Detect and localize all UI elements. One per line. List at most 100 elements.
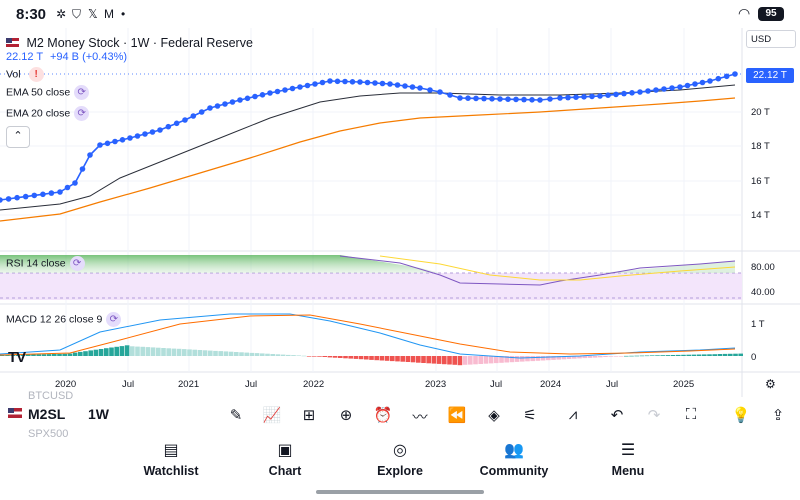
- price-point: [565, 94, 571, 101]
- price-point: [22, 193, 29, 200]
- macd-histogram-bar: [483, 356, 489, 364]
- macd-histogram-bar: [546, 356, 551, 361]
- price-point: [207, 105, 213, 111]
- macd-histogram-bar: [322, 356, 327, 357]
- macd-histogram-bar: [696, 354, 702, 356]
- price-point: [447, 92, 453, 98]
- alert-icon[interactable]: ⏰: [373, 407, 393, 424]
- rsi-tick-label: 40.00: [751, 287, 775, 298]
- interval-button[interactable]: 1W: [88, 406, 109, 422]
- price-point: [5, 196, 12, 202]
- price-point: [481, 95, 487, 102]
- nav-community[interactable]: 👥 Community: [464, 440, 564, 478]
- chart-area[interactable]: [0, 28, 800, 397]
- rsi-indicator[interactable]: RSI 14 close ⟳: [6, 256, 85, 271]
- macd-histogram-bar: [384, 356, 390, 361]
- refresh-icon[interactable]: ⟳: [74, 106, 90, 121]
- x-tick-label: Jul: [490, 379, 503, 390]
- collapse-legend-button[interactable]: ⌃: [6, 126, 30, 148]
- y-tick-label: 18 T: [751, 141, 770, 152]
- price-point: [259, 92, 266, 98]
- macd-histogram-bar: [332, 356, 338, 358]
- layers-icon[interactable]: ◈: [488, 407, 500, 424]
- price-point: [342, 78, 348, 85]
- macd-histogram-bar: [343, 356, 348, 359]
- drawings-icon[interactable]: ⩘: [568, 406, 578, 423]
- price-point: [198, 109, 205, 115]
- price-point: [521, 96, 527, 103]
- macd-histogram-bar: [405, 356, 411, 362]
- price-point: [182, 117, 188, 123]
- currency-select[interactable]: USD: [746, 30, 796, 48]
- macd-histogram-bar: [722, 353, 728, 356]
- redo-icon[interactable]: ↷: [647, 407, 661, 424]
- refresh-icon[interactable]: ⟳: [74, 85, 90, 100]
- tradingview-logo-icon: TV: [8, 349, 26, 366]
- nav-explore[interactable]: ◎ Explore: [350, 440, 450, 478]
- macd-histogram-bar: [478, 356, 483, 364]
- status-bar: 8:30 ✲ ⛉ 𝕏 M • ◠ 95: [0, 0, 800, 28]
- nav-chart[interactable]: ▣ Chart: [235, 440, 335, 478]
- bulb-icon[interactable]: 💡: [731, 407, 751, 424]
- settings-icon[interactable]: ⚟: [523, 407, 537, 424]
- rewind-icon[interactable]: ⏪: [447, 407, 467, 424]
- community-icon: 👥: [504, 442, 524, 459]
- macd-histogram-bar: [561, 356, 567, 360]
- price-point: [274, 88, 281, 95]
- refresh-icon[interactable]: ⟳: [106, 312, 122, 327]
- add-icon[interactable]: ⊕: [339, 407, 353, 424]
- warning-icon[interactable]: !: [28, 67, 44, 82]
- macd-histogram-bar: [540, 356, 546, 361]
- macd-signal-line: [0, 314, 736, 356]
- price-point: [357, 79, 363, 85]
- chart-canvas[interactable]: [0, 28, 800, 397]
- status-time: 8:30: [16, 6, 47, 23]
- macd-histogram-bar: [176, 348, 182, 356]
- macd-label: MACD 12 26 close 9: [6, 313, 103, 326]
- fullscreen-icon[interactable]: ⛶: [685, 406, 697, 423]
- price-point: [497, 96, 503, 102]
- undo-icon[interactable]: ↶: [610, 407, 624, 424]
- vol-indicator[interactable]: Vol!: [6, 67, 44, 82]
- nav-menu[interactable]: ☰ Menu: [578, 440, 678, 478]
- macd-histogram-bar: [577, 356, 582, 359]
- templates-icon[interactable]: ⊞: [302, 407, 316, 424]
- macd-histogram-bar: [431, 356, 437, 364]
- price-point: [505, 96, 511, 102]
- share-icon[interactable]: ⇪: [771, 407, 785, 424]
- price-point: [334, 78, 341, 85]
- macd-histogram-bar: [644, 355, 650, 357]
- settings-gear-icon[interactable]: ⚙: [765, 377, 776, 391]
- overlay-ghost-btc: BTCUSD: [28, 390, 74, 402]
- refresh-icon[interactable]: ⟳: [69, 256, 85, 271]
- macd-tick-label: 0: [751, 352, 757, 363]
- symbol-title-row[interactable]: M2 Money Stock · 1W · Federal Reserve: [6, 34, 253, 52]
- price-point: [48, 190, 55, 196]
- price-point: [364, 79, 371, 86]
- indicators-icon[interactable]: 📈: [262, 407, 282, 424]
- macd-indicator[interactable]: MACD 12 26 close 9 ⟳: [6, 312, 122, 327]
- pinwheel-icon: ✲: [56, 7, 67, 21]
- macd-histogram-bar: [265, 353, 270, 356]
- replay-icon[interactable]: 〰: [412, 409, 428, 426]
- ema20-indicator[interactable]: EMA 20 close ⟳: [6, 106, 90, 121]
- nav-watchlist[interactable]: ▤ Watchlist: [121, 440, 221, 478]
- symbol-button[interactable]: M2SL: [28, 406, 66, 422]
- home-indicator[interactable]: [316, 490, 484, 494]
- shield-v-icon: ⛉: [72, 7, 82, 21]
- macd-histogram-bar: [98, 349, 104, 356]
- macd-histogram-bar: [426, 356, 431, 364]
- macd-histogram-bar: [613, 356, 619, 357]
- symbol-title: M2 Money Stock · 1W · Federal Reserve: [26, 36, 253, 50]
- macd-histogram-bar: [702, 354, 707, 356]
- price-point: [645, 88, 651, 94]
- ema50-indicator[interactable]: EMA 50 close ⟳: [6, 85, 90, 100]
- macd-histogram-bar: [421, 356, 426, 363]
- price-point: [669, 85, 675, 91]
- brush-icon[interactable]: ✎: [229, 407, 243, 424]
- macd-histogram-bar: [291, 355, 296, 356]
- macd-histogram-bar: [655, 355, 660, 356]
- x-tick-label: 2024: [540, 379, 562, 390]
- price-point: [637, 89, 643, 95]
- price-point: [387, 81, 393, 87]
